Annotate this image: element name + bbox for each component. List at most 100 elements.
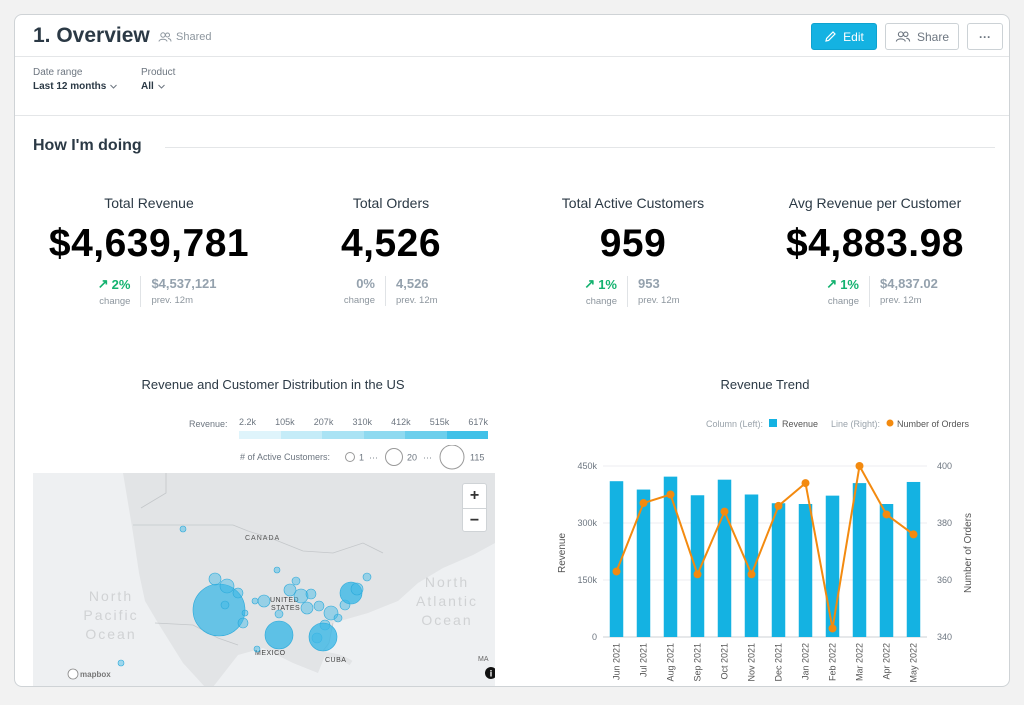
map-bubble[interactable] <box>362 572 372 582</box>
place-label-ma: MA <box>478 656 489 663</box>
kpi-change-label: change <box>343 295 375 306</box>
map-bubble[interactable] <box>253 645 261 653</box>
revenue-bar[interactable] <box>744 494 759 638</box>
edit-button[interactable]: Edit <box>811 23 877 50</box>
filter-product[interactable]: Product All <box>141 67 175 92</box>
revenue-bar[interactable] <box>717 479 732 637</box>
info-icon[interactable] <box>485 667 495 679</box>
legend-revenue-swatch <box>769 419 777 427</box>
orders-point[interactable] <box>693 570 702 579</box>
kpi-value: 4,526 <box>340 222 442 265</box>
size-legend-medium <box>385 448 403 466</box>
x-tick-label: Nov 2021 <box>747 643 757 682</box>
map-bubble[interactable] <box>291 576 301 586</box>
place-label-united: UNITED <box>270 597 299 604</box>
map-bubble[interactable] <box>264 620 294 650</box>
map-bubble[interactable] <box>300 601 314 615</box>
revenue-bar[interactable] <box>771 503 786 637</box>
legend-line-label: Line (Right): <box>831 419 880 429</box>
gridlines <box>603 465 927 638</box>
y2-tick-label: 380 <box>937 518 952 528</box>
orders-point[interactable] <box>882 510 891 519</box>
revenue-bar[interactable] <box>825 495 840 637</box>
map-bubble[interactable] <box>313 600 325 612</box>
orders-point[interactable] <box>666 490 675 499</box>
zoom-in-button[interactable]: + <box>469 487 480 504</box>
map-bubble[interactable] <box>333 613 343 623</box>
map-bubble[interactable] <box>179 525 187 533</box>
y-tick-label: 0 <box>592 632 597 642</box>
ocean-label: North <box>89 588 133 604</box>
map-bubble[interactable] <box>283 583 297 597</box>
customers-size-legend: 1 ··· 20 ··· 115 <box>345 445 484 470</box>
size-legend-large <box>439 445 465 470</box>
share-button[interactable]: Share <box>885 23 959 50</box>
chart-title: Revenue Trend <box>720 377 810 392</box>
right-axis-ticks: 340 360 380 400 <box>937 461 952 642</box>
revenue-bar[interactable] <box>636 489 651 637</box>
map-zoom-controls: + − <box>462 483 487 532</box>
filter-date-range[interactable]: Date range Last 12 months <box>33 67 118 92</box>
orders-point[interactable] <box>747 570 756 579</box>
orders-point[interactable] <box>801 479 810 488</box>
zoom-out-button[interactable]: − <box>463 508 486 532</box>
shared-indicator: Shared <box>158 31 211 43</box>
legend-orders-swatch <box>886 419 894 427</box>
revenue-bar[interactable] <box>690 495 705 637</box>
revenue-bar[interactable] <box>609 481 624 637</box>
orders-line <box>615 463 915 629</box>
map-bubble[interactable] <box>274 609 284 619</box>
map-bubble[interactable] <box>208 572 222 586</box>
map-attribution: mapbox <box>80 670 111 679</box>
left-axis-ticks: 0 150k 300k 450k <box>577 461 597 642</box>
section-title: How I'm doing <box>33 137 142 154</box>
page-title: 1. Overview <box>33 24 150 47</box>
revenue-trend-chart: Column (Left): Revenue Line (Right): Num… <box>557 419 974 683</box>
kpi-change: 0% <box>356 276 375 291</box>
place-label-mexico: MEXICO <box>255 650 286 657</box>
arrow-up-right-icon: ↗ <box>826 276 838 291</box>
map-bubble[interactable] <box>241 609 249 617</box>
edit-label: Edit <box>843 29 864 44</box>
revenue-bar[interactable] <box>906 481 921 637</box>
revenue-bar[interactable] <box>798 504 813 637</box>
orders-point[interactable] <box>720 507 729 516</box>
map-bubble[interactable] <box>220 600 230 610</box>
map-bubble[interactable] <box>219 578 235 594</box>
map-bubble[interactable] <box>117 659 125 667</box>
kpi-change-label: change <box>99 296 131 307</box>
map-bubble[interactable] <box>305 588 317 600</box>
section-divider <box>165 147 995 148</box>
orders-point[interactable] <box>828 624 837 633</box>
orders-point[interactable] <box>774 501 783 510</box>
revenue-tick: 2.2k <box>239 417 257 427</box>
revenue-bar[interactable] <box>852 483 867 637</box>
map-bubble[interactable] <box>251 597 259 605</box>
map-bubble[interactable] <box>339 581 363 605</box>
revenue-bar[interactable] <box>879 504 894 637</box>
ocean-label: Ocean <box>421 612 472 628</box>
map-bubble[interactable] <box>232 587 244 599</box>
map-bubble[interactable] <box>257 594 271 608</box>
map-bubble[interactable] <box>308 622 338 652</box>
revenue-tick: 412k <box>391 417 411 427</box>
map-bubble[interactable] <box>350 582 364 596</box>
orders-point[interactable] <box>639 499 648 508</box>
y2-tick-label: 360 <box>937 575 952 585</box>
y-tick-label: 300k <box>577 518 597 528</box>
orders-point[interactable] <box>855 462 864 470</box>
map-bubble[interactable] <box>273 566 281 574</box>
map-bubble[interactable] <box>293 588 309 604</box>
kpi-prev-value: $4,537,121 <box>151 276 217 291</box>
map-bubble[interactable] <box>323 605 339 621</box>
kpi-prev-label: prev. 12m <box>151 295 193 306</box>
x-tick-label: Feb 2022 <box>828 643 838 681</box>
orders-point[interactable] <box>909 530 918 539</box>
orders-point[interactable] <box>612 567 621 576</box>
us-map[interactable]: CANADA UNITED STATES MEXICO CUBA MA Nort… <box>33 473 495 686</box>
kpi-total-orders: Total Orders 4,526 0% change 4,526 prev. 1… <box>271 195 511 306</box>
map-bubble[interactable] <box>237 617 249 629</box>
more-options-button[interactable]: ··· <box>967 23 1003 50</box>
revenue-legend-ticks: 2.2k 105k 207k 310k 412k 515k 617k <box>239 417 488 427</box>
revenue-bar[interactable] <box>663 476 678 637</box>
